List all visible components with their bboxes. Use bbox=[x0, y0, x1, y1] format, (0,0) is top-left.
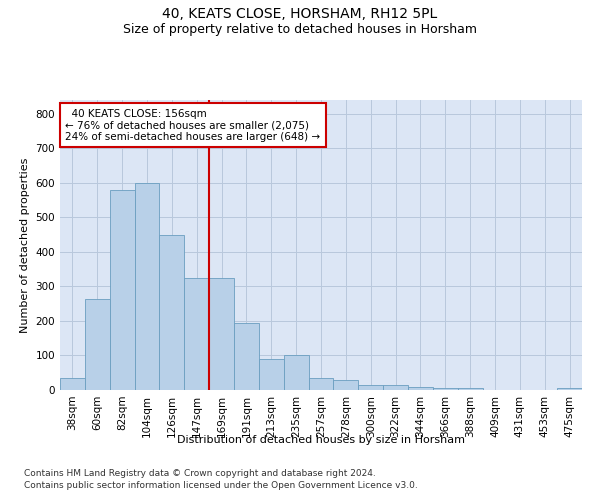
Y-axis label: Number of detached properties: Number of detached properties bbox=[20, 158, 30, 332]
Bar bbox=[160, 234, 184, 390]
Bar bbox=[358, 385, 383, 390]
Bar bbox=[458, 388, 482, 390]
Bar bbox=[110, 190, 134, 390]
Bar bbox=[308, 378, 334, 390]
Bar bbox=[408, 386, 433, 390]
Bar bbox=[60, 378, 85, 390]
Text: Size of property relative to detached houses in Horsham: Size of property relative to detached ho… bbox=[123, 22, 477, 36]
Text: Contains public sector information licensed under the Open Government Licence v3: Contains public sector information licen… bbox=[24, 481, 418, 490]
Text: Distribution of detached houses by size in Horsham: Distribution of detached houses by size … bbox=[177, 435, 465, 445]
Text: 40, KEATS CLOSE, HORSHAM, RH12 5PL: 40, KEATS CLOSE, HORSHAM, RH12 5PL bbox=[163, 8, 437, 22]
Bar bbox=[557, 388, 582, 390]
Bar bbox=[433, 388, 458, 390]
Bar bbox=[334, 380, 358, 390]
Bar bbox=[209, 278, 234, 390]
Bar bbox=[234, 322, 259, 390]
Bar bbox=[85, 298, 110, 390]
Bar bbox=[134, 183, 160, 390]
Bar bbox=[184, 278, 209, 390]
Text: Contains HM Land Registry data © Crown copyright and database right 2024.: Contains HM Land Registry data © Crown c… bbox=[24, 468, 376, 477]
Bar bbox=[259, 359, 284, 390]
Bar bbox=[383, 385, 408, 390]
Bar bbox=[284, 356, 308, 390]
Text: 40 KEATS CLOSE: 156sqm
← 76% of detached houses are smaller (2,075)
24% of semi-: 40 KEATS CLOSE: 156sqm ← 76% of detached… bbox=[65, 108, 320, 142]
